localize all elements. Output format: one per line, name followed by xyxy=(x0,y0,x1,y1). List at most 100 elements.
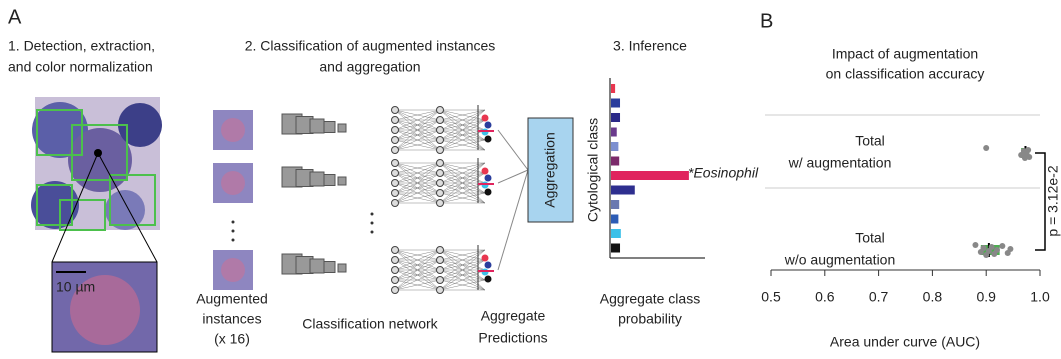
chart-title: on classification accuracy xyxy=(826,66,985,82)
link xyxy=(498,170,528,183)
step-title: 3. Inference xyxy=(613,38,687,54)
link xyxy=(498,130,528,170)
scale-bar-label: 10 µm xyxy=(56,279,95,295)
point xyxy=(1025,147,1031,153)
probability-bar xyxy=(611,113,620,122)
node xyxy=(437,257,444,264)
chart-title: Impact of augmentation xyxy=(832,46,978,62)
node xyxy=(392,180,399,187)
x-tick-label: 0.8 xyxy=(923,289,943,305)
node xyxy=(392,200,399,207)
conv-layer xyxy=(338,264,346,272)
thumbnail-cell xyxy=(221,171,245,195)
x-tick-label: 0.9 xyxy=(976,289,996,305)
row-label: w/o augmentation xyxy=(784,252,896,268)
node xyxy=(437,247,444,254)
row-label: Total xyxy=(855,133,885,149)
node xyxy=(437,200,444,207)
step-title: and aggregation xyxy=(319,59,420,75)
x-tick-label: 0.5 xyxy=(761,289,781,305)
node xyxy=(437,160,444,167)
mini-bar xyxy=(478,270,494,272)
aggregation-label: Aggregation xyxy=(542,132,558,208)
output-node xyxy=(485,189,492,196)
caption: instances xyxy=(202,311,261,327)
node xyxy=(392,257,399,264)
annotation: *Eosinophil xyxy=(688,165,759,181)
node xyxy=(437,277,444,284)
node xyxy=(392,127,399,134)
inference-bars xyxy=(611,84,689,253)
x-tick-label: 1.0 xyxy=(1030,289,1050,305)
row-label: Total xyxy=(855,230,885,246)
node xyxy=(437,107,444,114)
node xyxy=(437,127,444,134)
node xyxy=(437,170,444,177)
caption: Classification network xyxy=(302,316,438,332)
point xyxy=(1026,154,1032,160)
link xyxy=(498,170,528,270)
conv-layer xyxy=(310,119,324,133)
point xyxy=(994,247,1000,253)
probability-bar xyxy=(611,128,617,137)
output-node xyxy=(482,168,489,175)
step-title: 1. Detection, extraction, xyxy=(8,38,155,54)
probability-bar xyxy=(611,99,620,108)
conv-layer xyxy=(338,124,346,132)
step-title: and color normalization xyxy=(8,59,153,75)
probability-bar xyxy=(611,244,620,253)
conv-layer xyxy=(324,175,335,186)
output-node xyxy=(485,262,492,269)
probability-bar xyxy=(611,142,618,151)
ellipsis xyxy=(232,213,374,242)
thumbnail-cell xyxy=(221,258,245,282)
caption: Augmented xyxy=(196,291,268,307)
network-rows xyxy=(213,105,528,294)
axis-title: probability xyxy=(618,311,682,327)
probability-bar xyxy=(611,171,689,180)
probability-bar xyxy=(611,215,618,224)
point xyxy=(972,242,978,248)
point xyxy=(981,245,987,251)
cell-image xyxy=(31,97,162,352)
conv-layer xyxy=(310,172,324,186)
node xyxy=(437,287,444,294)
mini-bar xyxy=(478,183,494,185)
node xyxy=(392,170,399,177)
x-tick-label: 0.7 xyxy=(869,289,889,305)
significance-bracket xyxy=(1035,153,1045,250)
node xyxy=(437,137,444,144)
output-node xyxy=(485,276,492,283)
figure: A 1. Detection, extraction, and color no… xyxy=(0,0,1061,354)
node xyxy=(437,267,444,274)
mini-bar xyxy=(478,130,494,132)
node xyxy=(437,180,444,187)
node xyxy=(392,267,399,274)
node xyxy=(437,190,444,197)
panel-label: A xyxy=(8,6,22,28)
x-tick-label: 0.6 xyxy=(815,289,835,305)
node xyxy=(392,277,399,284)
node xyxy=(392,287,399,294)
point xyxy=(999,243,1005,249)
axis-title: Area under curve (AUC) xyxy=(830,334,980,350)
caption: Predictions xyxy=(478,330,547,346)
output-node xyxy=(485,122,492,129)
node xyxy=(392,117,399,124)
output-node xyxy=(485,175,492,182)
output-node xyxy=(485,136,492,143)
point xyxy=(983,145,989,151)
node xyxy=(392,190,399,197)
conv-layer xyxy=(324,262,335,273)
node xyxy=(437,117,444,124)
probability-bar xyxy=(611,200,619,209)
panel-label: B xyxy=(760,10,773,32)
probability-bar xyxy=(611,186,635,195)
node xyxy=(392,137,399,144)
caption: Aggregate xyxy=(481,308,546,324)
conv-layer xyxy=(310,259,324,273)
axis-title: Cytological class xyxy=(585,118,601,222)
node xyxy=(437,147,444,154)
probability-bar xyxy=(611,157,619,166)
output-node xyxy=(482,255,489,262)
